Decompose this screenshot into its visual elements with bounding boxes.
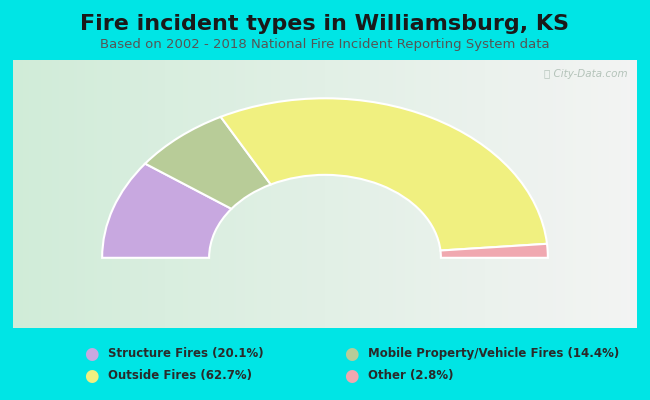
Text: Based on 2002 - 2018 National Fire Incident Reporting System data: Based on 2002 - 2018 National Fire Incid… (100, 38, 550, 51)
Wedge shape (145, 117, 271, 209)
Text: ●: ● (344, 345, 359, 363)
Text: ●: ● (84, 345, 99, 363)
Wedge shape (221, 98, 547, 250)
Wedge shape (441, 244, 548, 258)
Wedge shape (102, 164, 231, 258)
Text: ⓘ City-Data.com: ⓘ City-Data.com (545, 69, 628, 79)
Text: Other (2.8%): Other (2.8%) (368, 370, 454, 382)
Text: ●: ● (84, 367, 99, 385)
Text: Outside Fires (62.7%): Outside Fires (62.7%) (108, 370, 252, 382)
Text: ●: ● (344, 367, 359, 385)
Text: Mobile Property/Vehicle Fires (14.4%): Mobile Property/Vehicle Fires (14.4%) (368, 348, 619, 360)
Text: Fire incident types in Williamsburg, KS: Fire incident types in Williamsburg, KS (81, 14, 569, 34)
Text: Structure Fires (20.1%): Structure Fires (20.1%) (108, 348, 263, 360)
